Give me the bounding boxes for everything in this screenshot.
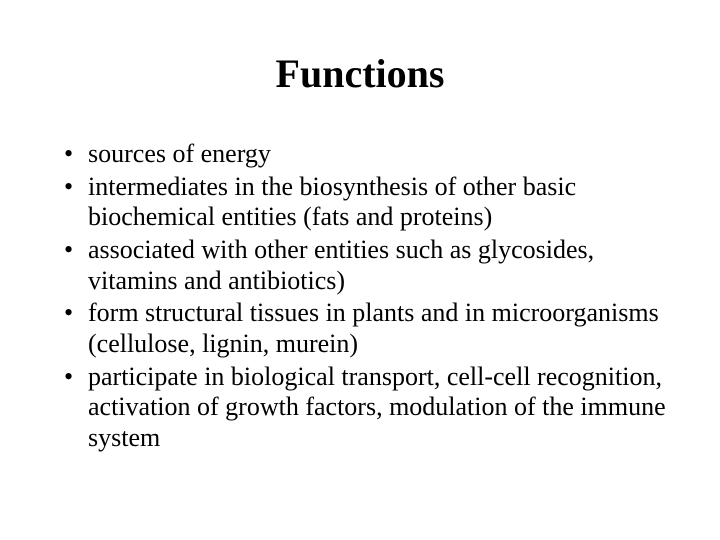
- list-item: intermediates in the biosynthesis of oth…: [60, 172, 670, 233]
- slide: Functions sources of energy intermediate…: [0, 0, 720, 540]
- list-item: associated with other entities such as g…: [60, 235, 670, 296]
- list-item: form structural tissues in plants and in…: [60, 298, 670, 359]
- list-item: participate in biological transport, cel…: [60, 362, 670, 454]
- bullet-list: sources of energy intermediates in the b…: [50, 139, 670, 454]
- list-item: sources of energy: [60, 139, 670, 170]
- slide-title: Functions: [50, 50, 670, 97]
